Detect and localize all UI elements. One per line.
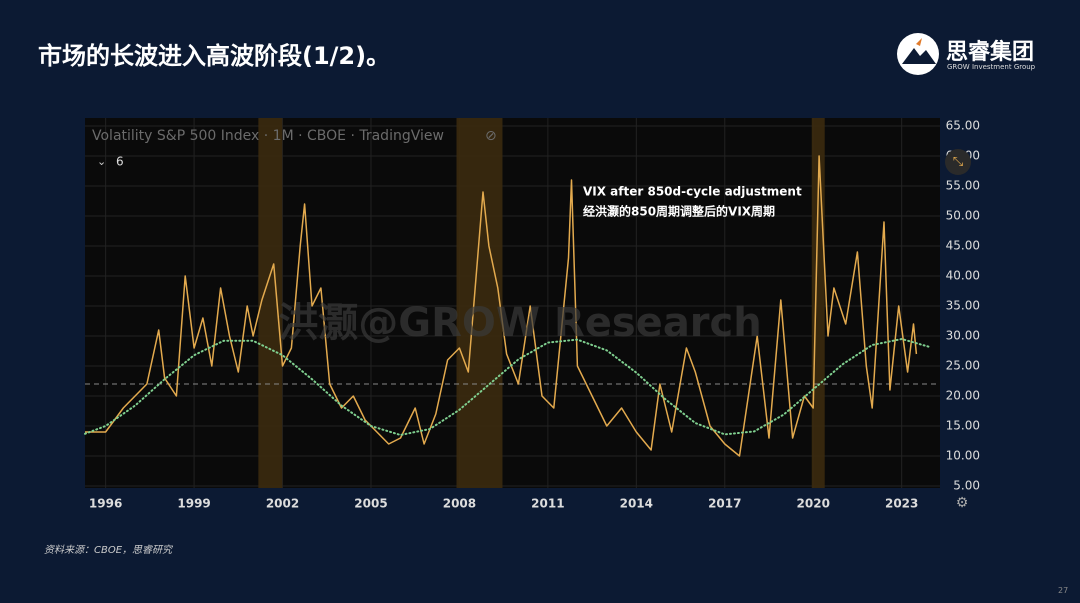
y-tick-label: 25.00 (946, 359, 980, 373)
source-note: 资料来源：CBOE，思睿研究 (44, 545, 173, 556)
study-count: 6 (116, 155, 124, 169)
y-tick-label: 30.00 (946, 329, 980, 343)
shaded-band (258, 118, 283, 488)
y-tick-label: 5.00 (953, 479, 980, 493)
y-tick-label: 35.00 (946, 299, 980, 313)
x-tick-label: 2011 (531, 497, 564, 511)
x-tick-label: 2023 (885, 497, 918, 511)
x-tick-label: 2002 (266, 497, 299, 511)
x-tick-label: 2008 (443, 497, 476, 511)
zoom-icon[interactable]: ⤡ (953, 155, 964, 170)
series-line (85, 155, 918, 457)
zoom-button[interactable] (945, 149, 971, 175)
lines (84, 155, 940, 457)
series-line (84, 338, 933, 436)
x-tick-label: 2017 (708, 497, 741, 511)
y-tick-label: 40.00 (946, 269, 980, 283)
logo-icon (897, 33, 939, 75)
y-tick-label: 65.00 (946, 119, 980, 133)
grid (85, 118, 940, 488)
watermark: 洪灏@GROW Research (278, 300, 761, 346)
x-tick-label: 1999 (177, 497, 210, 511)
settings-icon[interactable]: ⚙ (956, 495, 969, 511)
collapse-icon[interactable]: ⌄ (97, 155, 106, 168)
annotation: VIX after 850d-cycle adjustment (583, 185, 802, 199)
slide-title: 市场的长波进入高波阶段(1/2)。 (38, 42, 391, 70)
hide-icon[interactable]: ⊘ (485, 128, 497, 144)
logo-subtitle: GROW Investment Group (947, 63, 1036, 71)
y-tick-label: 15.00 (946, 419, 980, 433)
y-tick-label: 50.00 (946, 209, 980, 223)
ticks: 5.00 10.00 15.00 20.00 25.00 30.00 35.00 40.00 4… (89, 119, 980, 511)
x-tick-label: 2020 (797, 497, 830, 511)
x-tick-label: 2005 (354, 497, 387, 511)
y-tick-label: 45.00 (946, 239, 980, 253)
y-tick-label: 55.00 (946, 179, 980, 193)
shaded-band (456, 118, 503, 488)
y-tick-label: 20.00 (946, 389, 980, 403)
shaded-bands (258, 118, 825, 488)
x-tick-label: 1996 (89, 497, 122, 511)
page-number: 27 (1058, 586, 1069, 595)
logo-name: 思睿集团 (946, 40, 1035, 65)
chart-title: Volatility S&P 500 Index · 1M · CBOE · T… (92, 128, 444, 144)
x-tick-label: 2014 (620, 497, 653, 511)
annotation: 经洪灏的850周期调整后的VIX周期 (583, 204, 775, 219)
y-tick-label: 10.00 (946, 449, 980, 463)
